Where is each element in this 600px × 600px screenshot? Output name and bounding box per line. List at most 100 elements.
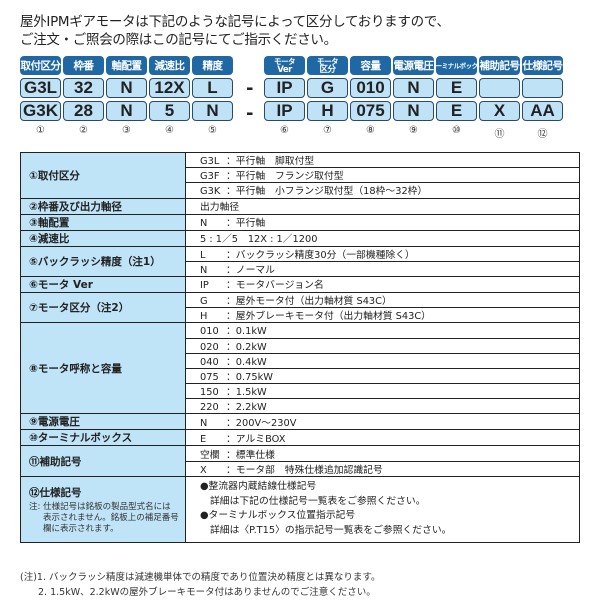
code-label: モータ Ver [264,56,305,75]
code-value-row1: L [192,78,233,98]
code-number: ⑥ [280,125,289,136]
code-value-row2: AA [522,101,563,121]
code-column: モータ Ver IP IP ⑥ [264,56,305,136]
row-head-motor: ⑦モータ区分（注2） [20,291,186,324]
code-value-row2: N [106,101,147,121]
code-value-row2: H [307,101,348,121]
aux-X: X ：モータ部 特殊仕様追加認識記号 [185,460,580,477]
code-value-row2: N [393,101,434,121]
row-head-ratio: ④減速比 [20,229,186,247]
code-value-row1: IP [264,78,305,98]
row-head-ver: ⑥モータ Ver [20,275,186,293]
code-label: モータ 区分 [307,56,348,75]
code-column: モータ 区分 G H ⑦ [307,56,348,136]
frame-value: 出力軸径 [185,197,580,215]
spec-value: ●整流器内蔵結線仕様記号 詳細は下記の仕様記号一覧表をご参照ください。 ●ターミ… [185,475,580,543]
footnote-2: 2. 1.5kW、2.2kWの屋外ブレーキモータ付はありませんのでご注意ください… [38,587,376,598]
row-head-backlash: ⑤バックラッシ精度（注1） [20,245,186,277]
code-label-top: モータ [317,56,339,66]
capacity-row: 010 ：0.1kW [185,322,580,339]
shaft-value: N ：平行軸 [185,213,580,231]
aux-blank: 空欄 ：標準仕様 [185,445,580,462]
code-label: 軸配置 [106,56,147,75]
code-number: ② [79,125,88,136]
code-column: 仕様記号 AA ⑫ [522,56,563,140]
code-value-row1: 010 [350,78,391,98]
code-value-row1: G3L [20,78,61,98]
mount-G3F: G3F ：平行軸 フランジ取付型 [185,167,580,184]
code-table: ①取付区分 G3L ：平行軸 脚取付型 G3F ：平行軸 フランジ取付型 G3K ：平… [20,151,580,543]
mount-G3K: G3K ：平行軸 小フランジ取付型（18枠～32枠） [185,182,580,199]
code-number: ⑦ [323,125,332,136]
code-value-row2: IP [264,101,305,121]
row-head-spec: ⑫仕様記号 注: 仕様記号は銘板の製品型式名には 表示されません。銘板上の補足番… [20,475,186,543]
code-value-row1: 12X [149,78,190,98]
code-value-row2: 5 [149,101,190,121]
code-value-row2: N [192,101,233,121]
row-head-mount: ①取付区分 [20,152,186,199]
code-value-row1: N [106,78,147,98]
row-head-frame: ②枠番及び出力軸径 [20,197,186,215]
intro-line-1: 屋外IPMギアモータは下記のような記号によって区分しておりますので、 [20,14,450,30]
code-label-top: モータ [274,56,296,66]
code-value-row1: 32 [63,78,104,98]
code-number: ⑩ [452,125,461,136]
code-label: 容量 [350,56,391,75]
capacity-row: 150 ：1.5kW [185,383,580,400]
row-head-terminal: ⑩ターミナルボックス [20,429,186,447]
code-value-row2: 28 [63,101,104,121]
separator-dash: - [246,78,254,99]
code-number: ⑪ [494,129,505,140]
code-value-row1: G [307,78,348,98]
code-number: ③ [122,125,131,136]
code-label: 取付区分 [20,56,61,75]
code-number: ④ [165,125,174,136]
row-head-shaft: ③軸配置 [20,213,186,231]
code-column: 補助記号 X ⑪ [479,56,520,140]
code-value-row1 [522,78,563,98]
code-value-row2: G3K [20,101,61,121]
code-label: 補助記号 [479,56,520,75]
row-head-capacity: ⑧モータ呼称と容量 [20,322,186,415]
footnote-1: (注)1. バックラッシ精度は減速機単体での精度であり位置決め精度とは異なります… [20,572,381,583]
code-column: 枠番 32 28 ② [63,56,104,136]
voltage-value: N ：200V～230V [185,413,580,431]
code-column: 容量 010 075 ⑧ [350,56,391,136]
spec-note: 注: 仕様記号は銘板の製品型式名には 表示されません。銘板上の補足番号 欄に表示… [29,501,179,534]
terminal-value: E ：アルミBOX [185,429,580,447]
separator-dash: - [246,103,254,124]
code-column: 減速比 12X 5 ④ [149,56,190,136]
code-label-bottom: 区分 [319,64,336,75]
motor-H: H ：屋外ブレーキモータ付（出力軸材質 S43C） [185,307,580,324]
code-column: 電源電圧 N N ⑨ [393,56,434,136]
capacity-row: 020 ：0.2kW [185,337,580,354]
mount-G3L: G3L ：平行軸 脚取付型 [185,151,580,169]
ver-value: IP ：モータバージョン名 [185,275,580,293]
motor-G: G ：屋外モータ付（出力軸材質 S43C） [185,291,580,309]
capacity-row: 075 ：0.75kW [185,367,580,385]
capacity-row: 220 ：2.2kW [185,398,580,415]
code-column: 取付区分 G3L G3K ① [20,56,61,136]
backlash-L: L ：バックラッシ精度30分（一部機種除く） [185,245,580,262]
code-value-row1: N [393,78,434,98]
code-number: ⑫ [537,129,548,140]
code-label: 減速比 [149,56,190,75]
code-label: 精度 [192,56,233,75]
code-label: 仕様記号 [522,56,563,75]
code-column: ターミナルボックス EE ⑩ [436,56,477,136]
code-number: ⑨ [409,125,418,136]
backlash-N: N ：ノーマル [185,260,580,277]
row-head-aux: ⑪補助記号 [20,445,186,477]
intro-line-2: ご注文・ご照会の際はこの記号にてご指示ください。 [20,32,337,48]
code-label: 電源電圧 [393,56,434,75]
capacity-row: 040 ：0.4kW [185,352,580,369]
code-label-bottom: Ver [277,64,292,75]
code-value-row2: E [436,101,477,121]
code-column: 精度 L N ⑤ [192,56,233,136]
code-value-row2: X [479,101,520,121]
code-value-row1: E [436,78,477,98]
code-number: ⑧ [366,125,375,136]
code-value-row2: 075 [350,101,391,121]
code-number: ① [36,125,45,136]
code-number: ⑤ [208,125,217,136]
